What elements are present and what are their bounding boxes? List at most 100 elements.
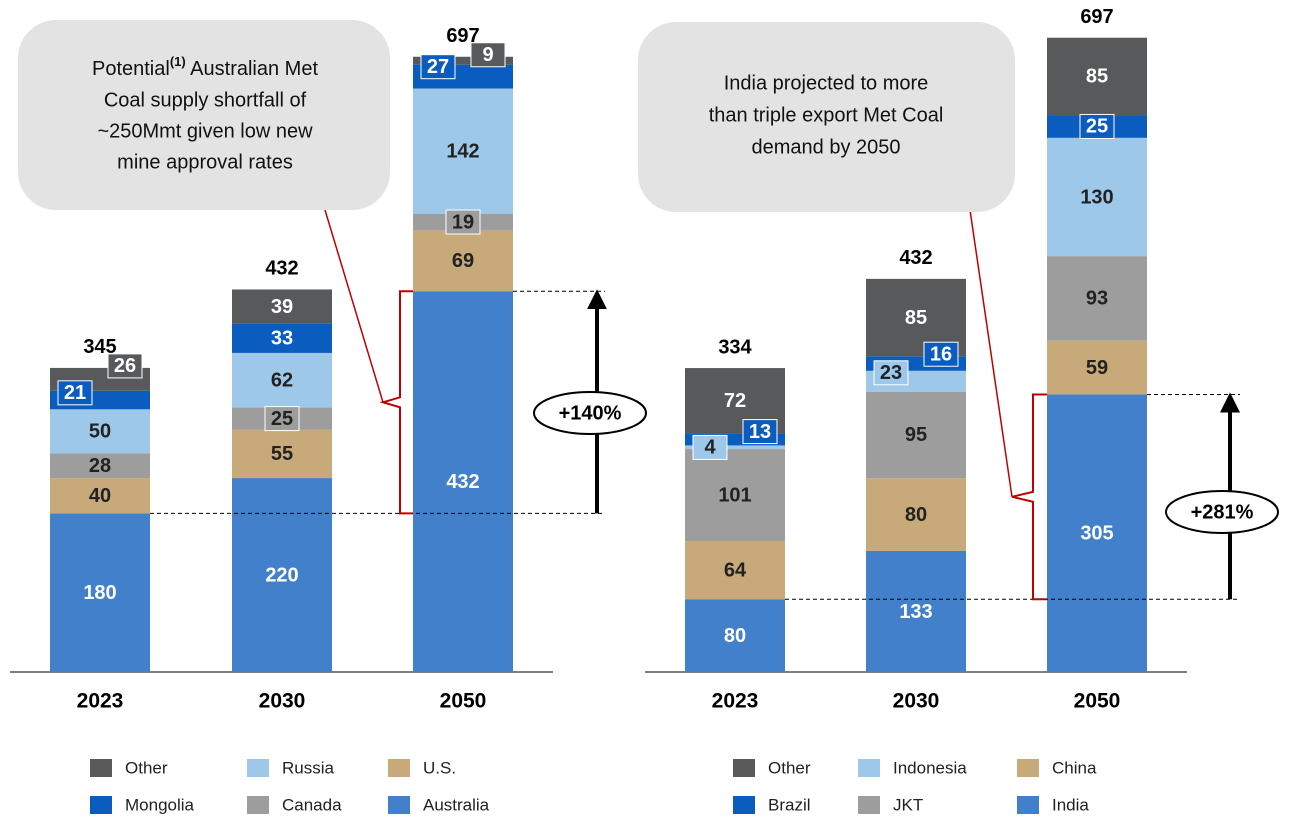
data-label: 133 [899,601,932,623]
data-label: 180 [83,582,116,604]
callout-text: ~250Mmt given low new [97,120,313,142]
bar-segment [232,429,332,479]
label-box [57,380,93,406]
legend-swatch [90,759,112,777]
bar-segment [685,449,785,541]
annotation-oval [533,391,647,435]
legend-label: Other [125,758,168,777]
callout-tail [969,209,1013,497]
data-label: 40 [89,485,111,507]
bar-segment [413,88,513,214]
data-label: 25 [1086,116,1108,138]
data-label: 55 [271,443,293,465]
label-box [923,341,959,367]
bar-segment [50,409,150,454]
data-label: 95 [905,424,927,446]
callout-text: India projected to more [724,72,929,94]
legend-label: Russia [282,758,335,777]
total-label: 697 [446,25,479,47]
label-box [742,419,778,445]
data-label: 93 [1086,288,1108,310]
callout-text: demand by 2050 [751,136,900,158]
data-label: 9 [482,44,493,66]
legend-swatch [247,759,269,777]
legend-swatch [1017,796,1039,814]
bar-segment [866,478,966,551]
bar-segment [1047,340,1147,395]
bar-segment [232,289,332,324]
data-label: 432 [446,471,479,493]
data-label: 50 [89,421,111,443]
bar-segment [685,599,785,672]
legend-swatch [388,759,410,777]
data-label: 305 [1080,523,1113,545]
label-box [470,42,506,68]
legend-label: Other [768,758,811,777]
legend-swatch [388,796,410,814]
legend-swatch [858,796,880,814]
legend-label: Mongolia [125,795,195,814]
bar-segment [866,550,966,672]
callout-text: than triple export Met Coal [709,104,944,126]
bar-segment [685,433,785,446]
bar-segment [50,453,150,479]
data-label: 62 [271,370,293,392]
x-tick-label: 2050 [440,690,487,713]
callout-box [18,20,390,210]
label-box [692,434,728,460]
data-label: 13 [749,421,771,443]
bar-segment [50,513,150,672]
data-label: 27 [427,56,449,78]
data-label: 69 [452,250,474,272]
legend-swatch [1017,759,1039,777]
x-tick-label: 2050 [1074,690,1121,713]
legend-label: China [1052,758,1097,777]
data-label: 39 [271,296,293,318]
label-box [873,360,909,386]
legend-label: Australia [423,795,490,814]
bar-segment [685,445,785,450]
total-label: 334 [718,336,752,358]
bar-segment [413,56,513,65]
legend-swatch [858,759,880,777]
data-label: 72 [724,390,746,412]
label-box [107,353,143,379]
bracket [379,290,413,515]
label-box [1079,113,1115,139]
data-label: 80 [724,625,746,647]
callout-box [638,22,1015,212]
x-tick-label: 2030 [893,690,940,713]
legend-label: U.S. [423,758,456,777]
data-label: 64 [724,559,747,581]
data-label: 4 [704,437,716,459]
bar-segment [50,478,150,514]
total-label: 697 [1080,6,1113,28]
data-label: 220 [265,564,298,586]
callout-tail [324,209,384,403]
legend-swatch [90,796,112,814]
bar-segment [866,391,966,479]
data-label: 25 [271,408,293,430]
data-label: 23 [880,362,902,384]
bar-segment [413,230,513,292]
data-label: 80 [905,504,927,526]
data-label: 85 [905,307,927,329]
legend-label: JKT [893,795,923,814]
annotation: +140% [559,402,622,424]
legend-label: Indonesia [893,758,967,777]
x-tick-label: 2023 [77,690,124,713]
bar-segment [685,540,785,600]
annotation: +281% [1191,501,1254,523]
x-tick-label: 2030 [259,690,306,713]
bar-segment [1047,394,1147,672]
data-label: 130 [1080,186,1113,208]
legend-swatch [733,796,755,814]
legend-swatch [733,759,755,777]
callout-text: Australian Met [186,58,319,80]
x-tick-label: 2023 [712,690,759,713]
annotation-oval [1165,490,1279,534]
callout-superscript: (1) [170,54,186,69]
data-label: 16 [930,344,952,366]
total-label: 432 [265,258,298,280]
